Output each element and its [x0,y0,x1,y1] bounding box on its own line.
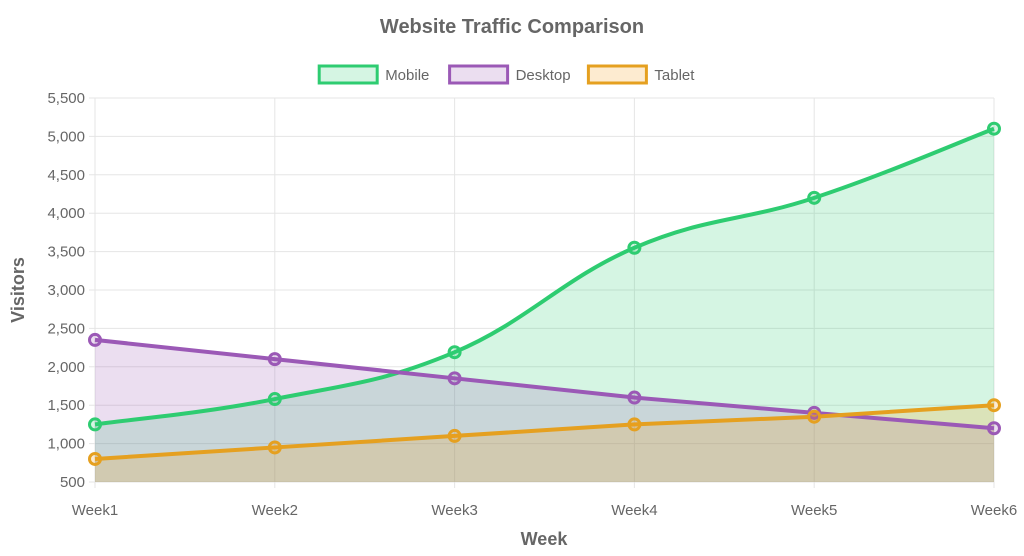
chart-title: Website Traffic Comparison [380,16,644,38]
legend-item-tablet[interactable]: Tablet [586,64,695,85]
tick-layer: 500 1,000 1,500 2,000 2,500 3,000 3,500 4,000 4,… [47,90,1017,519]
legend[interactable]: Mobile Desktop Tablet [317,64,695,85]
y-tick-label-1-500: 1,500 [47,397,85,414]
legend-label-desktop: Desktop [516,67,571,84]
y-tick-label-4-000: 4,000 [47,205,85,222]
mobile-point-week1[interactable] [88,417,102,432]
point-layer [88,121,1001,466]
y-axis-title: Visitors [8,257,28,323]
tablet-point-week3[interactable] [447,428,462,443]
x-tick-label-week4: Week4 [611,502,657,519]
tablet-point-week5[interactable] [807,409,822,424]
y-tick-label-5-000: 5,000 [47,128,85,145]
x-tick-label-week3: Week3 [431,502,477,519]
y-tick-label-3-000: 3,000 [47,282,85,299]
desktop-point-week6[interactable] [987,421,1001,436]
desktop-point-week2[interactable] [267,352,282,367]
legend-label-mobile: Mobile [385,67,429,84]
y-tick-label-4-500: 4,500 [47,167,85,184]
tablet-line [94,403,995,461]
mobile-point-week6[interactable] [987,121,1001,136]
y-tick-label-500: 500 [60,474,85,491]
y-tick-label-3-500: 3,500 [47,244,85,261]
x-axis-title: Week [521,529,569,549]
legend-label-tablet: Tablet [654,67,695,84]
y-tick-label-1-000: 1,000 [47,436,85,453]
legend-swatch-mobile [317,64,379,85]
legend-item-desktop[interactable]: Desktop [448,64,571,85]
mobile-point-week3[interactable] [447,345,462,360]
legend-item-mobile[interactable]: Mobile [317,64,429,85]
tablet-area [95,405,994,482]
x-tick-label-week6: Week6 [971,502,1017,519]
tablet-point-week4[interactable] [627,417,642,432]
desktop-point-week3[interactable] [447,371,462,386]
mobile-line [94,126,995,427]
legend-swatch-desktop [448,64,510,85]
tablet-point-week1[interactable] [88,451,102,466]
tablet-point-week6[interactable] [987,398,1001,413]
line-layer [94,126,995,461]
x-tick-label-week1: Week1 [72,502,118,519]
mobile-point-week5[interactable] [807,190,822,205]
mobile-point-week4[interactable] [627,240,642,255]
desktop-point-week1[interactable] [88,332,102,347]
tablet-point-week2[interactable] [267,440,282,455]
legend-swatch-tablet [586,64,648,85]
mobile-point-week2[interactable] [267,392,282,407]
y-tick-label-2-500: 2,500 [47,320,85,337]
mobile-area [95,128,994,482]
x-tick-label-week5: Week5 [791,502,837,519]
y-tick-label-5-500: 5,500 [47,90,85,107]
y-tick-label-2-000: 2,000 [47,359,85,376]
desktop-point-week4[interactable] [627,390,642,405]
x-tick-label-week2: Week2 [252,502,298,519]
